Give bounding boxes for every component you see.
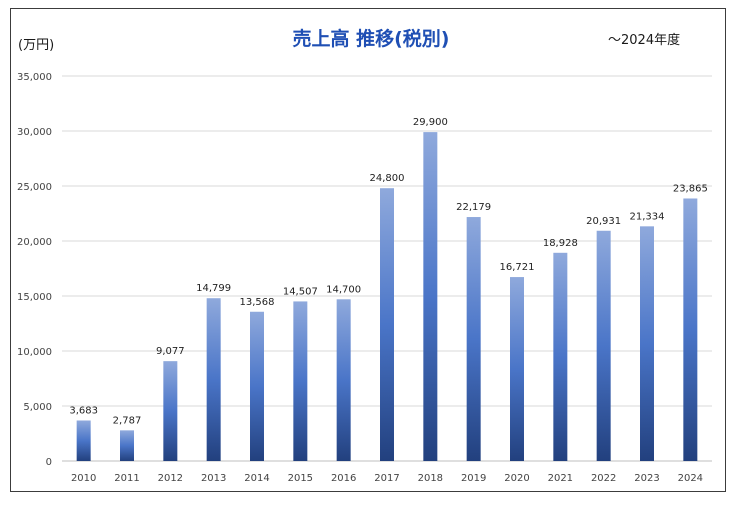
bar-2024 — [683, 198, 698, 462]
data-label-2013: 14,799 — [196, 283, 231, 294]
x-tick-label-2019: 2019 — [461, 473, 486, 484]
x-tick-label-2011: 2011 — [114, 473, 139, 484]
bar-2017 — [380, 188, 394, 461]
x-tick-label-2015: 2015 — [288, 473, 313, 484]
y-tick-label: 15,000 — [17, 292, 52, 303]
y-tick-label: 35,000 — [17, 72, 52, 83]
data-label-2012: 9,077 — [156, 346, 185, 357]
x-tick-label-2014: 2014 — [244, 473, 269, 484]
bar-2014 — [250, 311, 264, 461]
period-note: ～2024年度 — [608, 33, 681, 48]
y-axis-unit-label: (万円) — [18, 38, 55, 53]
y-tick-labels: 0 5,000 10,000 15,000 20,000 25,000 30,000 35,0… — [17, 72, 52, 468]
x-tick-label-2022: 2022 — [591, 473, 616, 484]
data-label-2014: 13,568 — [240, 297, 275, 308]
bar-2018 — [423, 132, 438, 461]
data-label-2011: 2,787 — [113, 415, 142, 426]
bar-2013 — [206, 298, 221, 461]
y-tick-label: 20,000 — [17, 237, 52, 248]
bar-2022 — [596, 230, 611, 461]
data-label-2018: 29,900 — [413, 117, 448, 128]
bar-2010 — [76, 420, 91, 461]
data-label-2019: 22,179 — [456, 202, 491, 213]
x-tick-label-2023: 2023 — [634, 473, 659, 484]
data-label-2022: 20,931 — [586, 216, 621, 227]
data-label-2024: 23,865 — [673, 183, 708, 194]
y-tick-label: 0 — [46, 457, 52, 468]
x-tick-label-2017: 2017 — [374, 473, 399, 484]
bar-2012 — [163, 361, 178, 461]
bars — [76, 132, 698, 462]
y-tick-label: 30,000 — [17, 127, 52, 138]
y-tick-label: 25,000 — [17, 182, 52, 193]
x-tick-label-2016: 2016 — [331, 473, 356, 484]
bar-2015 — [293, 301, 308, 461]
y-tick-label: 5,000 — [23, 402, 52, 413]
bar-2011 — [120, 430, 134, 461]
bar-2019 — [466, 217, 481, 461]
x-tick-label-2013: 2013 — [201, 473, 226, 484]
x-tick-label-2018: 2018 — [418, 473, 443, 484]
bar-2021 — [553, 252, 568, 461]
data-label-2017: 24,800 — [370, 173, 405, 184]
bar-2023 — [640, 226, 654, 461]
data-label-2020: 16,721 — [500, 262, 535, 273]
data-label-2016: 14,700 — [326, 284, 361, 295]
data-label-2021: 18,928 — [543, 238, 578, 249]
x-tick-label-2024: 2024 — [678, 473, 703, 484]
data-labels: 3,683 2,787 9,077 14,799 13,568 14,507 14,700 2… — [69, 117, 707, 426]
y-tick-label: 10,000 — [17, 347, 52, 358]
x-tick-label-2012: 2012 — [158, 473, 183, 484]
x-tick-labels: 2010 2011 2012 2013 2014 2015 2016 2017 2018 2019… — [71, 473, 703, 484]
data-label-2010: 3,683 — [69, 405, 98, 416]
chart-title: 売上高 推移(税別) — [292, 28, 450, 50]
bar-2020 — [510, 277, 524, 461]
x-tick-label-2021: 2021 — [548, 473, 573, 484]
data-label-2015: 14,507 — [283, 286, 318, 297]
x-tick-label-2010: 2010 — [71, 473, 96, 484]
bar-2016 — [336, 299, 351, 461]
data-label-2023: 21,334 — [630, 211, 665, 222]
x-tick-label-2020: 2020 — [504, 473, 529, 484]
